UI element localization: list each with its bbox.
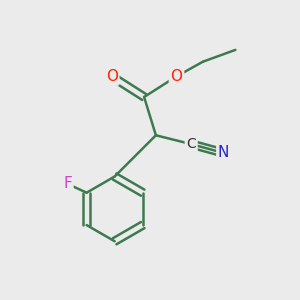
Text: O: O [106,69,118,84]
Text: F: F [63,176,72,191]
Text: N: N [218,146,229,160]
Text: C: C [186,137,196,151]
Text: O: O [170,69,182,84]
